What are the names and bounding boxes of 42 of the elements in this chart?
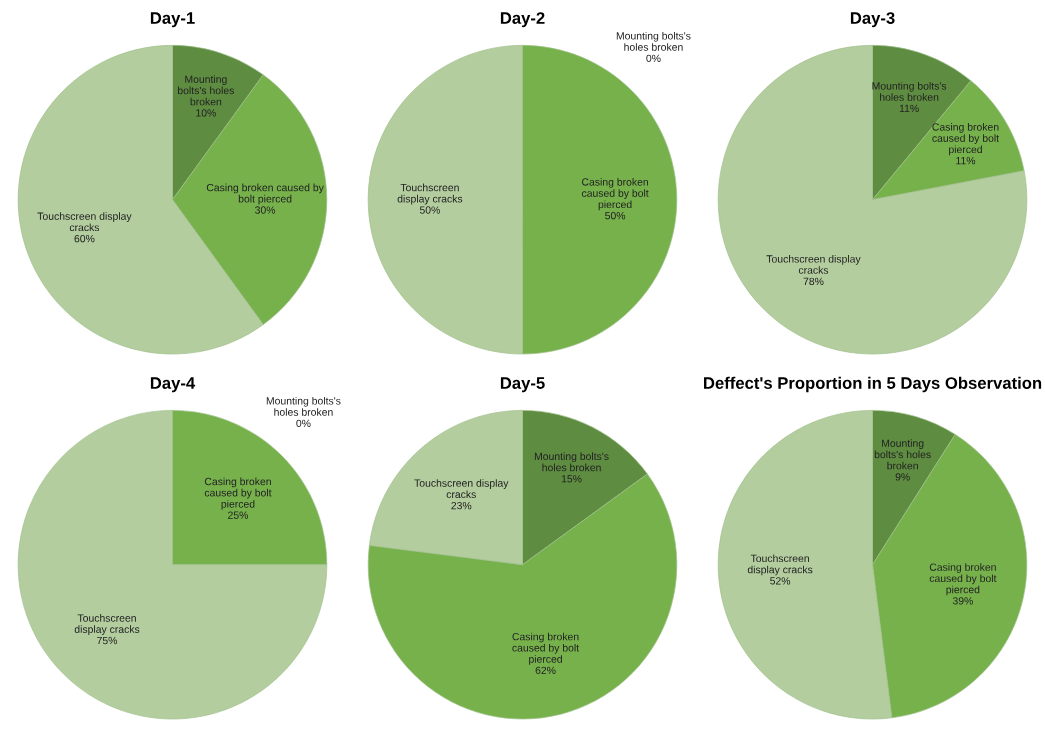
data-label: 62% — [535, 666, 556, 675]
slice-label: Touchscreen display cracks — [397, 183, 463, 205]
chart-title: Day-5 — [500, 377, 545, 393]
pie-slice — [717, 45, 1028, 355]
data-label: 39% — [952, 597, 973, 605]
text: 0% — [646, 54, 661, 63]
data-label: 9% — [895, 473, 910, 481]
data-label: 23% — [451, 501, 472, 510]
data-label: 11% — [956, 157, 976, 165]
slice-label: Touchscreen display cracks — [766, 254, 861, 274]
slice-label: Touchscreen display cracks — [414, 479, 509, 499]
data-label: 11% — [899, 104, 919, 113]
data-label: 52% — [770, 577, 791, 585]
slice-label: Mounting bolts's holes broken — [534, 452, 609, 472]
slice-label: Touchscreen display cracks — [747, 554, 813, 576]
chart-title: Deffect's Proportion in 5 Days Observation — [704, 376, 1042, 393]
slice-label: Casing broken caused by bolt pierced — [929, 563, 997, 596]
chart-title: Day-1 — [150, 12, 195, 28]
data-label: 30% — [255, 206, 276, 214]
data-label: 75% — [97, 636, 118, 645]
slice-label: Casing broken caused by bolt pierced — [204, 477, 272, 510]
chart-title: Day-4 — [150, 377, 196, 393]
slice-label: Touchscreen display cracks — [37, 212, 132, 232]
data-label: 50% — [419, 206, 440, 214]
slice-label: Casing broken caused by bolt pierced — [932, 123, 1000, 156]
data-label: 60% — [74, 234, 95, 243]
category-label: Mounting bolts's holes broken — [266, 396, 341, 416]
data-label: 78% — [803, 277, 824, 286]
slice-label: Casing broken caused by bolt pierced — [581, 178, 649, 211]
data-label: 15% — [561, 475, 582, 483]
category-label: Mounting bolts's holes broken — [616, 31, 691, 51]
slice-label: Mounting bolts's holes broken — [874, 439, 931, 470]
data-label: 10% — [196, 109, 216, 117]
chart-title: Day-2 — [500, 12, 545, 28]
data-label: 50% — [605, 211, 626, 220]
slice-label: Touchscreen display cracks — [74, 614, 140, 636]
slice-label: Casing broken caused by bolt pierced — [206, 183, 324, 205]
slice-label: Mounting bolts's holes broken — [178, 75, 234, 106]
slice-label: Casing broken caused by bolt pierced — [512, 632, 580, 665]
text: 0% — [296, 419, 311, 428]
data-label: 25% — [228, 511, 249, 519]
chart-title: Day-3 — [850, 12, 895, 28]
